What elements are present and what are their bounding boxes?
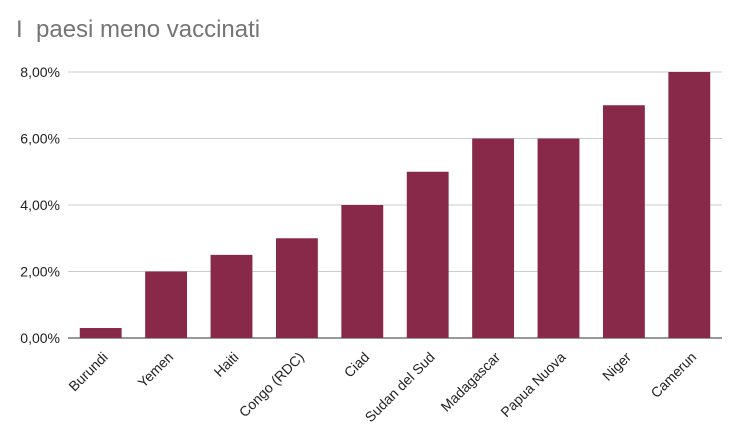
bar-papua-nuova — [537, 138, 580, 338]
bar-ciad — [341, 205, 384, 338]
x-tick-label: Sudan del Sud — [362, 349, 438, 425]
x-tick-label: Madagascar — [437, 349, 503, 415]
x-tick-label: Congo (RDC) — [236, 349, 307, 420]
bar-madagascar — [472, 138, 515, 338]
x-tick-label: Haiti — [210, 349, 241, 380]
bar-camerun — [668, 72, 711, 338]
y-tick-label: 6,00% — [20, 131, 60, 147]
chart-title: I paesi meno vaccinati — [16, 16, 261, 43]
bar-niger — [602, 105, 645, 338]
x-tick-label: Niger — [599, 349, 634, 384]
bar-yemen — [145, 271, 188, 338]
x-tick-label: Papua Nuova — [497, 349, 568, 420]
y-tick-label: 8,00% — [20, 64, 60, 80]
x-tick-label: Burundi — [65, 349, 110, 394]
bar-sudan-del-sud — [406, 171, 449, 338]
y-tick-label: 0,00% — [20, 330, 60, 346]
bars — [79, 72, 711, 338]
y-axis-ticks: 0,00% 2,00% 4,00% 6,00% 8,00% — [20, 64, 60, 346]
x-tick-label: Ciad — [341, 349, 373, 381]
y-tick-label: 4,00% — [20, 197, 60, 213]
y-tick-label: 2,00% — [20, 264, 60, 280]
bar-congo-rdc — [275, 238, 318, 338]
x-tick-label: Yemen — [134, 349, 176, 391]
bar-haiti — [210, 254, 253, 338]
x-tick-label: Camerun — [647, 349, 699, 401]
bar-burundi — [79, 328, 122, 338]
